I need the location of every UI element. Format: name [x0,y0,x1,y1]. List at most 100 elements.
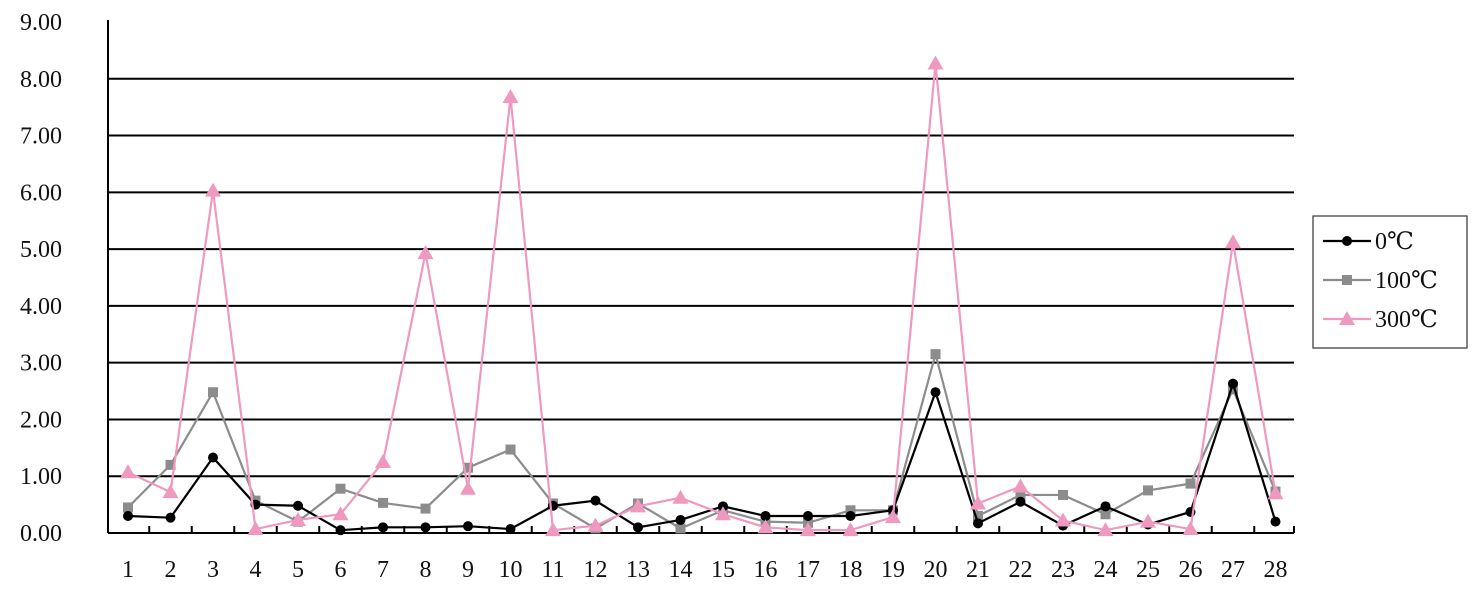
gridlines [108,77,1294,478]
data-point [205,182,221,197]
y-tick-label: 2.00 [20,407,62,433]
data-point [930,387,941,398]
data-point [715,506,731,521]
data-point [417,245,434,260]
x-tick-label: 15 [711,557,735,583]
data-point [208,452,218,463]
data-point [505,444,516,455]
data-point [123,502,133,513]
x-tick-label: 23 [1051,557,1075,583]
data-point [162,484,179,499]
data-point [1140,513,1156,528]
legend-label: 0℃ [1375,229,1414,255]
data-point [633,522,643,533]
data-point [463,462,473,473]
x-tick-label: 16 [754,557,778,583]
axes [107,20,1295,534]
data-point [460,480,476,495]
x-tick-label: 25 [1136,557,1160,583]
x-tick-label: 27 [1221,557,1245,583]
data-point [675,523,686,534]
data-point [123,510,133,521]
legend-marker [1342,275,1352,285]
data-point [973,518,983,529]
x-tick-label: 11 [541,557,564,583]
x-tick-label: 18 [839,557,863,583]
y-tick-label: 1.00 [20,464,62,490]
legend-item: 100℃ [1323,268,1438,294]
data-point [335,483,346,494]
x-tick-label: 9 [462,557,474,583]
data-point [1100,509,1111,520]
data-point [378,522,388,533]
x-tick-label: 13 [626,557,650,583]
data-point [1015,496,1026,507]
data-point [545,522,561,537]
data-point [332,506,349,521]
data-point [293,500,303,511]
x-tick-label: 14 [669,557,693,583]
x-tick-label: 10 [499,557,523,583]
legend: 0℃ 100℃ 300℃ [1312,215,1468,349]
y-tick-label: 7.00 [20,124,62,150]
series-3 [120,55,1284,537]
data-point [1182,521,1199,536]
x-tick-label: 7 [377,557,389,583]
x-tick-label: 1 [122,557,134,583]
data-point [1012,478,1029,493]
data-point [1267,485,1284,500]
y-tick-label: 4.00 [20,294,62,320]
x-tick-label: 5 [292,557,304,583]
data-point [675,514,686,525]
x-tick-label: 3 [207,557,219,583]
data-point [590,495,601,506]
x-tick-label: 17 [796,557,820,583]
data-point [845,505,856,516]
data-point [757,519,774,534]
data-point [1015,489,1026,500]
x-tick-label: 6 [335,557,347,583]
data-point [587,517,604,532]
y-tick-label: 8.00 [20,67,62,93]
legend-label: 300℃ [1375,307,1438,333]
data-point [505,524,516,535]
x-tick-label: 24 [1094,557,1118,583]
data-point [208,387,218,398]
data-point [378,497,388,508]
x-tick-label: 4 [250,557,262,583]
data-point [1055,512,1071,527]
data-point [1225,234,1241,249]
legend-item: 0℃ [1323,229,1414,255]
x-tick-labels: 1 2 3 4 5 6 7 8 9 10 11 12 13 14 15 16 17 18 19 20 21 22 23 24 2… [122,557,1288,583]
legend-marker [1339,311,1355,325]
series-line [127,349,1277,530]
data-point [1097,522,1114,537]
data-point [845,510,856,521]
x-tick-label: 28 [1264,557,1288,583]
data-point [1058,489,1068,500]
y-tick-labels: 0.00 1.00 2.00 3.00 4.00 5.00 6.00 7.00 8.00 9.00 [20,10,62,547]
x-tick-label: 12 [584,557,608,583]
data-point [760,510,771,521]
data-point [803,510,813,521]
x-tick-label: 21 [966,557,990,583]
data-point [335,525,346,536]
legend-item: 300℃ [1323,307,1438,333]
data-point [420,522,431,533]
data-point [463,521,473,532]
data-point [842,522,859,537]
data-point [1228,384,1238,395]
data-point [165,512,176,523]
y-tick-label: 3.00 [20,351,62,377]
data-point [1185,478,1196,489]
x-tick-label: 2 [165,557,177,583]
data-point [672,489,689,504]
x-tick-label: 22 [1009,557,1033,583]
data-point [1270,516,1281,527]
data-point [420,503,431,514]
legend-box [1312,215,1468,349]
y-tick-label: 6.00 [20,180,62,206]
series-line [127,63,1277,532]
data-point [973,510,983,521]
